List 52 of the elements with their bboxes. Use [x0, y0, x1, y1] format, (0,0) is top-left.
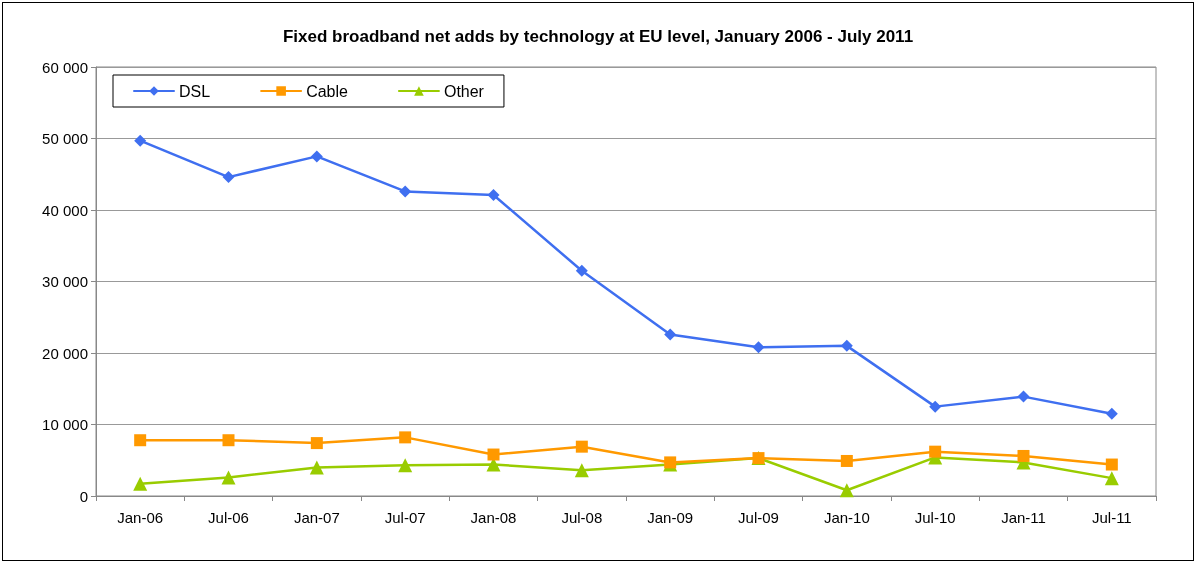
legend-label: Cable	[306, 82, 349, 100]
legend-label: Other	[443, 82, 485, 100]
x-tick-label: Jan-07	[293, 509, 340, 526]
y-tick-label: 60 000	[42, 58, 88, 76]
point	[398, 458, 413, 473]
point	[752, 341, 765, 354]
y-tick-label: 50 000	[42, 130, 88, 147]
point	[310, 150, 323, 163]
x-tick-label: Jan-09	[647, 509, 694, 526]
point	[664, 328, 677, 341]
y-tick-label: 40 000	[42, 201, 88, 219]
point	[134, 434, 147, 447]
x-tick-label: Jul-10	[914, 509, 956, 526]
chart-title: Fixed broadband net adds by technology at EU level, January 2006 - July 2011	[282, 27, 914, 46]
point	[575, 440, 588, 453]
x-tick-label: Jul-06	[208, 509, 249, 526]
point	[399, 431, 412, 444]
x-tick-label: Jul-11	[1091, 509, 1132, 526]
y-tick-label: 0	[79, 487, 88, 505]
point	[222, 171, 235, 184]
point	[1104, 471, 1119, 486]
legend-label: DSL	[179, 82, 211, 100]
x-tick-label: Jul-08	[561, 509, 603, 526]
point	[133, 476, 148, 491]
point	[134, 134, 147, 147]
x-tick-label: Jul-09	[738, 509, 779, 526]
point	[929, 445, 942, 458]
x-tick-label: Jan-06	[117, 509, 164, 526]
point	[222, 434, 235, 447]
point	[309, 460, 324, 475]
point	[487, 448, 500, 461]
point	[574, 463, 589, 478]
point	[487, 188, 500, 201]
point	[839, 483, 854, 498]
y-tick-label: 20 000	[42, 344, 88, 362]
point	[929, 400, 942, 413]
point	[1017, 390, 1030, 403]
point	[1017, 449, 1030, 462]
x-tick-label: Jan-08	[470, 509, 517, 526]
x-tick-label: Jul-07	[384, 509, 426, 526]
x-tick-label: Jan-11	[1001, 509, 1046, 526]
point	[840, 339, 853, 352]
point	[399, 185, 412, 198]
point	[221, 470, 236, 485]
y-tick-label: 30 000	[42, 273, 88, 290]
y-tick-label: 10 000	[42, 416, 88, 433]
point	[575, 264, 588, 277]
x-tick-label: Jan-10	[823, 509, 870, 526]
point	[310, 437, 323, 450]
point	[1105, 407, 1118, 420]
point	[840, 454, 853, 467]
point	[1105, 458, 1118, 471]
